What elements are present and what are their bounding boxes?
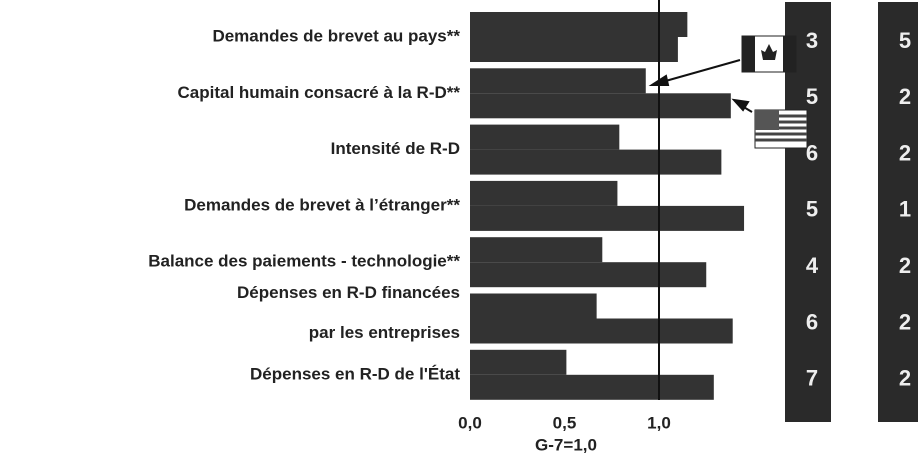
rank-label: 2: [899, 84, 911, 109]
us-flag: [754, 109, 808, 149]
bar: [470, 124, 620, 150]
rank-label: 4: [806, 253, 819, 278]
bar: [470, 93, 731, 119]
bar: [470, 237, 603, 263]
bar: [470, 180, 618, 206]
bar: [470, 68, 646, 94]
bar: [470, 149, 722, 175]
x-tick-label: 1,0: [647, 413, 671, 432]
bar: [470, 293, 597, 319]
category-label: Balance des paiements - technologie**: [148, 252, 460, 271]
rank-label: 7: [806, 366, 818, 391]
bar: [470, 349, 567, 375]
bar: [470, 374, 714, 400]
x-tick-label: 0,5: [553, 413, 577, 432]
canada-flag: [741, 35, 797, 73]
rank-label: 6: [806, 140, 818, 165]
category-label: Intensité de R-D: [331, 139, 460, 158]
bar: [470, 12, 688, 37]
rank-column: [878, 2, 918, 422]
bar: [470, 262, 707, 288]
category-label: Dépenses en R-D de l'État: [250, 364, 460, 383]
rank-label: 2: [899, 140, 911, 165]
category-label: Demandes de brevet à l’étranger**: [184, 195, 460, 214]
rank-label: 6: [806, 309, 818, 334]
rank-label: 2: [899, 253, 911, 278]
rank-label: 2: [899, 309, 911, 334]
arrows: [648, 59, 753, 113]
rank-label: 2: [899, 366, 911, 391]
rank-label: 1: [899, 197, 911, 222]
category-label: Capital humain consacré à la R-D**: [178, 83, 461, 102]
bar: [470, 205, 745, 231]
category-label: Demandes de brevet au pays**: [212, 26, 460, 45]
reference-label: G-7=1,0: [535, 435, 597, 454]
rank-label: 3: [806, 28, 818, 53]
rank-label: 5: [806, 197, 818, 222]
rank-label: 5: [899, 28, 911, 53]
category-label: Dépenses en R-D financées: [237, 283, 460, 302]
bar: [470, 37, 678, 62]
x-tick-label: 0,0: [458, 413, 482, 432]
rank-label: 5: [806, 84, 818, 109]
category-label: par les entreprises: [309, 323, 460, 342]
bar: [470, 318, 733, 344]
